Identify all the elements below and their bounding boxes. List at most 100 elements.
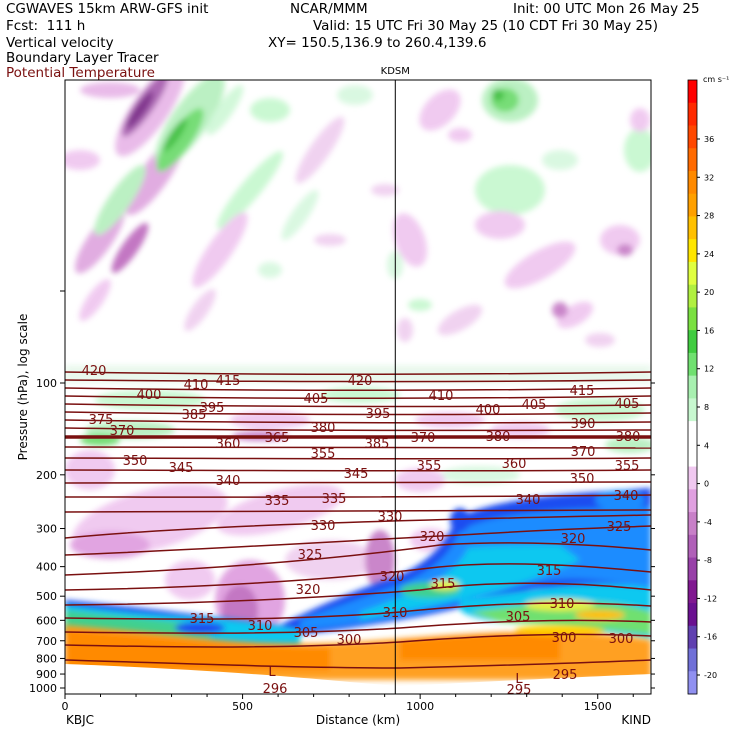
forecast-hour: Fcst: 111 h — [6, 18, 86, 34]
colorbar-label: 16 — [704, 326, 714, 335]
theta-label: 380 — [616, 430, 641, 445]
valid-time: Valid: 15 UTC Fri 30 May 25 (10 CDT Fri … — [313, 18, 658, 34]
field-potential-temperature: Potential Temperature — [6, 65, 155, 81]
colorbar-frame — [687, 79, 698, 695]
theta-label: 415 — [216, 374, 241, 389]
colorbar-unit: cm s⁻¹ — [703, 75, 729, 84]
theta-label: 400 — [476, 403, 501, 418]
colorbar-swatch — [688, 557, 697, 581]
colorbar-swatch — [688, 671, 697, 695]
colorbar-label: 32 — [704, 173, 714, 182]
theta-label: 300 — [609, 632, 634, 647]
colorbar-swatch — [688, 375, 697, 399]
xy-coordinates: XY= 150.5,136.9 to 260.4,139.6 — [268, 35, 487, 51]
theta-label: 340 — [216, 474, 241, 489]
theta-label: 405 — [522, 398, 547, 413]
field-vertical-velocity: Vertical velocity — [6, 35, 114, 51]
y-tick-label: 100 — [36, 377, 57, 390]
theta-label: 300 — [337, 633, 362, 648]
low-marker: L — [268, 665, 276, 680]
colorbar-label: 36 — [704, 135, 714, 144]
theta-label: 420 — [82, 364, 107, 379]
y-tick-label: 800 — [36, 652, 57, 665]
theta-label: 370 — [110, 424, 135, 439]
colorbar-swatch — [688, 580, 697, 604]
colorbar-label: 12 — [704, 365, 714, 374]
theta-label: 350 — [123, 454, 148, 469]
theta-label: 315 — [190, 612, 215, 627]
theta-label: 315 — [537, 564, 562, 579]
x-tick-label: 1000 — [406, 700, 434, 713]
right-end-label: KIND — [621, 713, 651, 727]
theta-label: 410 — [429, 389, 454, 404]
theta-label: 330 — [311, 519, 336, 534]
colorbar-label: 8 — [704, 403, 709, 412]
theta-label: 370 — [571, 445, 596, 460]
theta-label: 340 — [516, 493, 541, 508]
theta-label: 395 — [366, 407, 391, 422]
y-tick-label: 500 — [36, 590, 57, 603]
y-tick-label: 1000 — [29, 682, 57, 695]
theta-label: 340 — [614, 489, 639, 504]
colorbar-swatch — [688, 398, 697, 422]
theta-label: 335 — [322, 492, 347, 507]
theta-label: 410 — [184, 378, 209, 393]
colorbar-swatch — [688, 148, 697, 172]
theta-label: 350 — [570, 472, 595, 487]
theta-label: 355 — [311, 447, 336, 462]
colorbar-swatch — [688, 603, 697, 627]
theta-label: 310 — [550, 597, 575, 612]
theta-label: 320 — [296, 583, 321, 598]
potential-temperature-contours — [65, 371, 651, 669]
theta-label: 405 — [304, 392, 329, 407]
theta-label: 375 — [89, 413, 114, 428]
colorbar-swatch — [688, 512, 697, 536]
theta-label: 295 — [553, 668, 578, 683]
theta-label: 325 — [607, 520, 632, 535]
theta-label: 385 — [182, 408, 207, 423]
theta-label: 296 — [263, 682, 288, 697]
init-time: Init: 00 UTC Mon 26 May 25 — [513, 1, 700, 17]
colorbar-swatch — [688, 330, 697, 354]
x-axis: 0 500 1000 1500 — [62, 694, 634, 713]
station-label: KDSM — [381, 66, 410, 77]
theta-label: 405 — [615, 397, 640, 412]
theta-label: 355 — [417, 459, 442, 474]
y-tick-label: 300 — [36, 523, 57, 536]
plot-frame — [64, 79, 652, 695]
x-tick-label: 1500 — [584, 700, 612, 713]
x-tick-label: 500 — [232, 700, 253, 713]
theta-label: 305 — [506, 610, 531, 625]
colorbar-label: 28 — [704, 212, 714, 221]
theta-label: 415 — [570, 384, 595, 399]
colorbar-swatch — [688, 352, 697, 377]
colorbar-swatch — [688, 648, 697, 672]
colorbar-swatch — [688, 216, 697, 240]
colorbar-label: -4 — [704, 518, 712, 527]
colorbar: 36 32 28 24 20 16 12 8 4 0 -4 -8 -12 -16 -20 — [687, 79, 717, 695]
theta-label: 420 — [348, 374, 373, 389]
colorbar-swatch — [688, 284, 697, 308]
colorbar-label: -8 — [704, 556, 712, 565]
theta-label: 390 — [571, 417, 596, 432]
theta-label: 370 — [411, 431, 436, 446]
y-tick-label: 700 — [36, 635, 57, 648]
colorbar-label: -16 — [704, 633, 717, 642]
colorbar-swatch — [688, 534, 697, 559]
colorbar-swatch — [688, 443, 697, 468]
theta-label: 360 — [216, 437, 241, 452]
colorbar-swatch — [688, 102, 697, 126]
x-axis-label: Distance (km) — [316, 713, 400, 727]
colorbar-swatch — [688, 125, 697, 149]
theta-label: 400 — [137, 388, 162, 403]
theta-label: 300 — [552, 631, 577, 646]
colorbar-label: -20 — [704, 671, 717, 680]
theta-label: 320 — [561, 532, 586, 547]
theta-label: 305 — [294, 626, 319, 641]
y-axis-label: Pressure (hPa), log scale — [16, 314, 30, 461]
theta-label: 355 — [615, 459, 640, 474]
theta-label: 320 — [380, 570, 405, 585]
